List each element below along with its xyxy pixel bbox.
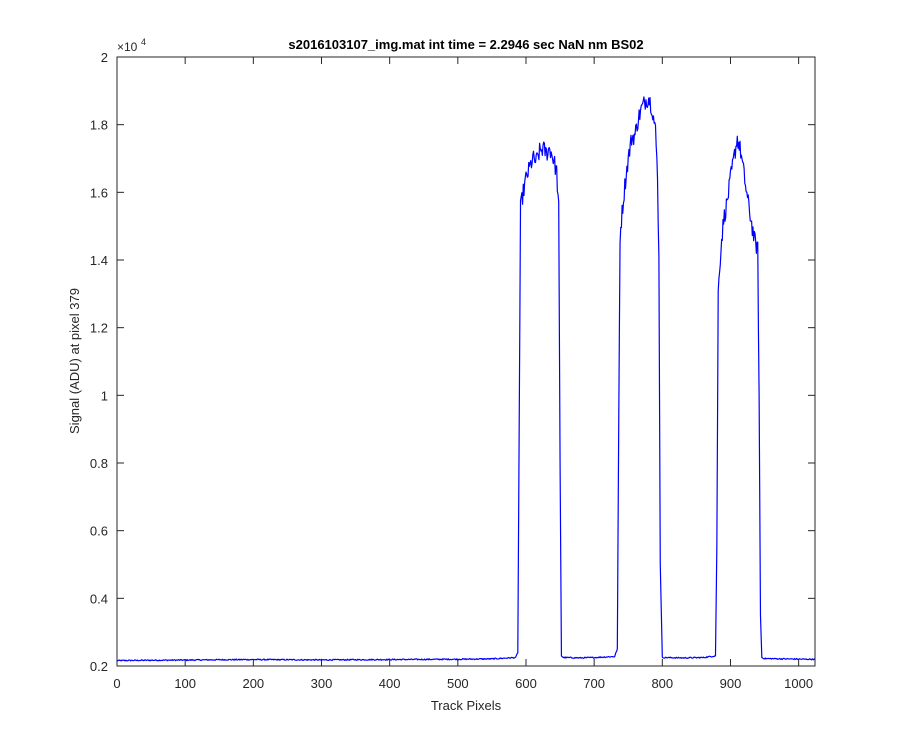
x-tick-label-600: 600 <box>515 676 537 691</box>
x-tick-label-700: 700 <box>583 676 605 691</box>
signal-series-line <box>116 96 816 662</box>
y-tick-label-2000: 0.2 <box>90 659 108 674</box>
x-tick-label-500: 500 <box>447 676 469 691</box>
y-axis-ticks: 0.2 0.4 0.6 0.8 1 1.2 1.4 1.6 1.8 2 <box>90 50 815 674</box>
x-tick-label-900: 900 <box>720 676 742 691</box>
y-multiplier-exponent: 4 <box>141 37 146 47</box>
axes-frame <box>116 56 816 667</box>
y-tick-label-20000: 2 <box>101 50 108 65</box>
y-tick-label-18000: 1.8 <box>90 118 108 133</box>
y-multiplier-base: ×10 <box>117 40 138 54</box>
y-tick-label-4000: 0.4 <box>90 591 108 606</box>
y-tick-label-10000: 1 <box>101 388 108 403</box>
x-tick-label-300: 300 <box>311 676 333 691</box>
y-axis-multiplier: ×10 4 <box>117 37 146 54</box>
y-tick-label-14000: 1.4 <box>90 253 108 268</box>
x-tick-label-1000: 1000 <box>784 676 813 691</box>
y-axis-label: Signal (ADU) at pixel 379 <box>67 288 82 434</box>
x-tick-label-0: 0 <box>113 676 120 691</box>
y-tick-label-16000: 1.6 <box>90 185 108 200</box>
axes-background <box>117 57 815 666</box>
x-tick-label-100: 100 <box>174 676 196 691</box>
x-tick-label-400: 400 <box>379 676 401 691</box>
y-tick-label-12000: 1.2 <box>90 321 108 336</box>
x-axis-label: Track Pixels <box>431 698 502 713</box>
y-tick-label-8000: 0.8 <box>90 456 108 471</box>
x-tick-label-200: 200 <box>242 676 264 691</box>
x-axis-ticks: 0 100 200 300 400 500 600 700 800 900 1000 <box>113 57 813 691</box>
series-layer <box>116 96 816 662</box>
chart-title: s2016103107_img.mat int time = 2.2946 se… <box>288 37 643 52</box>
y-tick-label-6000: 0.6 <box>90 524 108 539</box>
x-tick-label-800: 800 <box>651 676 673 691</box>
